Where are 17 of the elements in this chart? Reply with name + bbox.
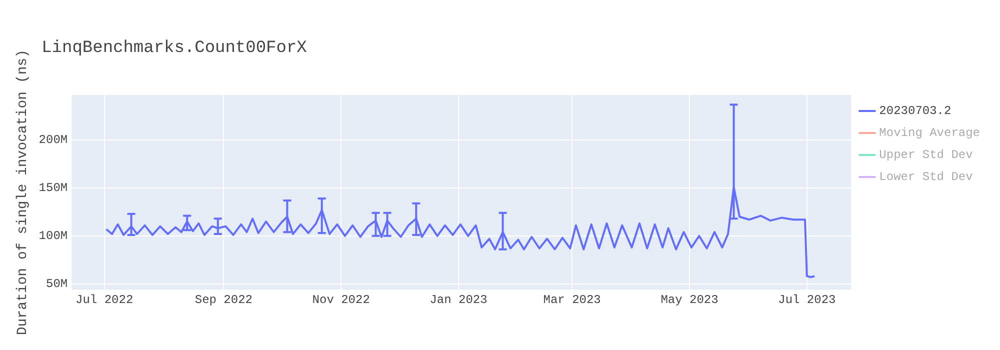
y-tick-label: 100M (38, 229, 68, 244)
y-tick-label: 150M (38, 181, 68, 196)
x-tick-label: May 2023 (660, 292, 718, 307)
y-tick-label: 200M (38, 133, 68, 148)
x-tick-label: Jul 2022 (76, 292, 134, 307)
x-tick-label: Jul 2023 (778, 292, 836, 307)
chart-title: LinqBenchmarks.Count00ForX (42, 39, 307, 58)
legend-label: Lower Std Dev (879, 170, 973, 184)
legend-label: Upper Std Dev (879, 148, 973, 162)
legend-label: Moving Average (879, 126, 980, 140)
x-tick-label: Mar 2023 (543, 292, 601, 307)
legend-label: 20230703.2 (879, 104, 952, 118)
y-axis-title: Duration of single invocation (ns) (15, 49, 32, 336)
x-tick-label: Nov 2022 (312, 292, 370, 307)
x-tick-label: Sep 2022 (194, 292, 252, 307)
x-tick-label: Jan 2023 (430, 292, 488, 307)
y-tick-label: 50M (46, 277, 68, 292)
